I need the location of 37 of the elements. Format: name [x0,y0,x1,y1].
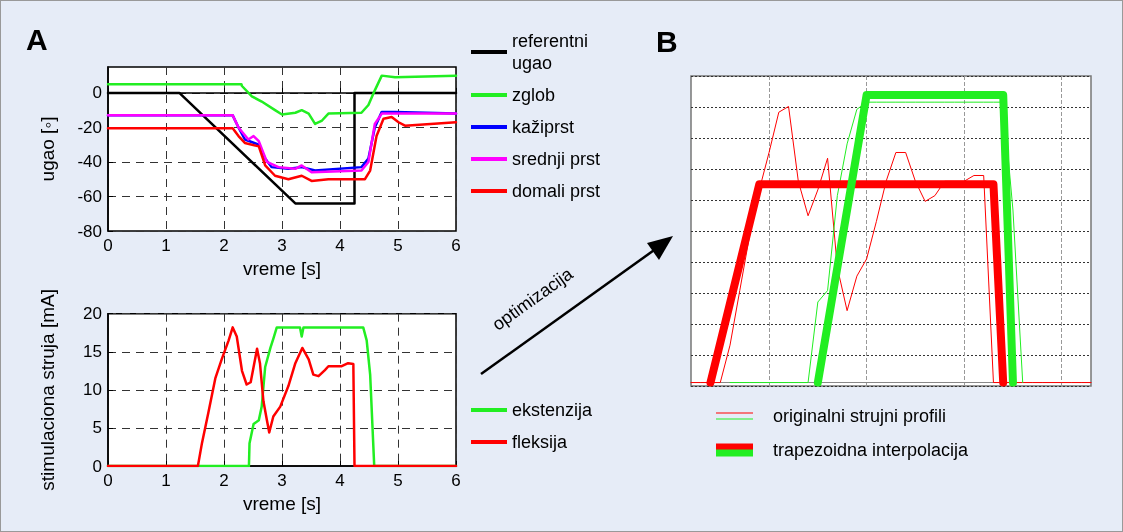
y-tick-label: -40 [77,152,102,172]
y-tick-label: 5 [92,418,102,438]
y-tick-label: 20 [83,304,102,324]
legend-label: ekstenzija [512,400,594,420]
y-tick-label: -20 [77,117,102,137]
x-tick-label: 4 [335,236,345,255]
legend-label: fleksija [512,432,569,452]
x-tick-label: 1 [161,471,171,490]
legend-label: domali prst [512,181,601,201]
y-axis-title: ugao [◦] [36,116,58,182]
y-tick-label: 0 [92,456,102,476]
text: A [26,22,48,56]
y-tick-label: 10 [83,380,102,400]
x-tick-label: 2 [219,471,229,490]
x-tick-label: 6 [451,236,461,255]
legend-label: zglob [512,85,556,105]
x-tick-label: 3 [277,236,287,255]
legend-label: originalni strujni profili [773,406,947,426]
x-axis-title: vreme [s] [242,493,322,514]
x-tick-label: 6 [451,471,461,490]
legend-label: kažiprst [512,117,575,137]
x-tick-label: 4 [335,471,345,490]
x-tick-label: 3 [277,471,287,490]
x-tick-label: 5 [393,471,403,490]
x-tick-label: 5 [393,236,403,255]
y-axis-title: stimulaciona struja [mA] [36,289,58,491]
x-tick-label: 1 [161,236,171,255]
y-tick-label: 15 [83,342,102,362]
legend-label: srednji prst [512,149,601,169]
legend-label: trapezoidna interpolacija [773,440,970,460]
legend-label: referentni ugao [512,31,594,73]
text: B [656,24,678,58]
y-tick-label: -80 [77,221,102,241]
x-tick-label: 2 [219,236,229,255]
y-tick-label: -60 [77,186,102,206]
x-axis-title: vreme [s] [242,258,322,279]
y-tick-label: 0 [92,83,102,103]
